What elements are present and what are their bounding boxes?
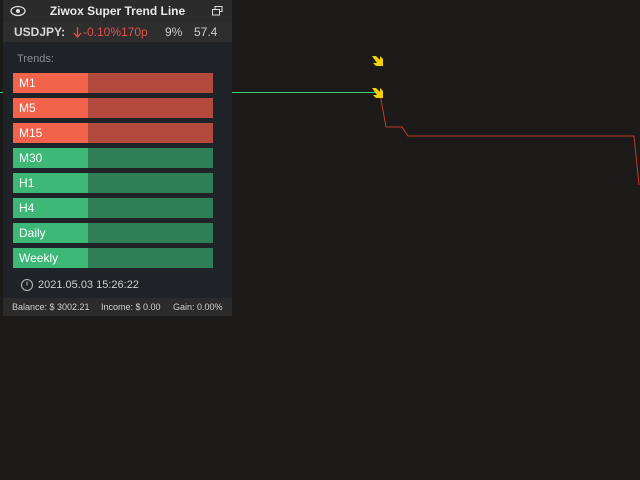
gain: Gain: 0.00% [173, 302, 223, 312]
timeframe-label: Daily [13, 223, 88, 243]
restore-icon[interactable] [212, 6, 223, 16]
score: 57.4 [194, 25, 218, 39]
timeframe-label: M30 [13, 148, 88, 168]
eye-icon[interactable] [10, 5, 26, 17]
timestamp: 2021.05.03 15:26:22 [38, 279, 139, 291]
timeframe-label: H4 [13, 198, 88, 218]
panel: Ziwox Super Trend Line USDJPY: -0.10% 17… [3, 0, 232, 316]
trend-bar [88, 248, 213, 268]
trend-bar [88, 123, 213, 143]
footer: Balance: $ 3002.21 Income: $ 0.00 Gain: … [3, 298, 232, 316]
timeframe-label: H1 [13, 173, 88, 193]
signal-arrow [372, 56, 383, 98]
price-line [379, 93, 640, 186]
balance: Balance: $ 3002.21 [12, 302, 90, 312]
clock-icon [21, 279, 33, 291]
quote-bar: USDJPY: -0.10% 170p 9% 57.4 [3, 22, 232, 42]
trend-bar [88, 223, 213, 243]
change: -0.10% [83, 25, 122, 39]
strength: 9% [165, 25, 183, 39]
trends-label: Trends: [17, 53, 54, 65]
timeframe-label: M15 [13, 123, 88, 143]
trend-bar [88, 198, 213, 218]
trend-bar [88, 98, 213, 118]
pips: 170p [121, 25, 148, 39]
title: Ziwox Super Trend Line [49, 4, 186, 18]
symbol: USDJPY: [14, 25, 66, 39]
income: Income: $ 0.00 [101, 302, 161, 312]
trend-bar [88, 173, 213, 193]
timeframe-label: M1 [13, 73, 88, 93]
down-arrow [73, 27, 82, 38]
timeframe-label: Weekly [13, 248, 88, 268]
trend-bar [88, 148, 213, 168]
trend-bar [88, 73, 213, 93]
title-bar: Ziwox Super Trend Line [3, 0, 232, 22]
timeframe-label: M5 [13, 98, 88, 118]
